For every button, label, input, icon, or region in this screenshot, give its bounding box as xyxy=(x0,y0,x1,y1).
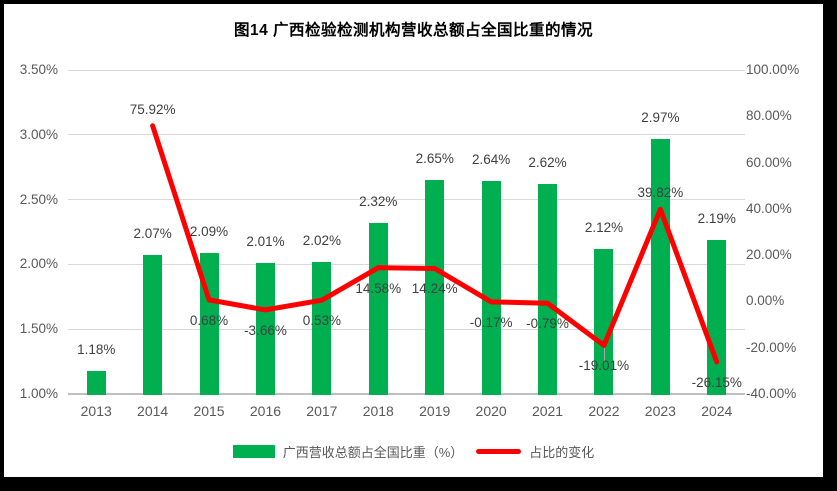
right-axis-tick: -20.00% xyxy=(746,339,797,355)
gridline xyxy=(68,199,745,201)
bar xyxy=(425,180,445,395)
line-point-label: -26.15% xyxy=(691,374,742,390)
line-point-label: -0.17% xyxy=(469,314,513,330)
bar-value-label: 1.18% xyxy=(77,341,116,357)
right-axis-tick: 40.00% xyxy=(746,200,792,216)
right-axis-tick: 0.00% xyxy=(746,293,785,309)
gridline xyxy=(68,69,745,71)
right-axis-tick: 100.00% xyxy=(746,62,800,77)
x-axis-tick: 2023 xyxy=(644,403,676,419)
bar xyxy=(481,181,501,395)
bar-value-label: 2.02% xyxy=(302,232,342,248)
bar xyxy=(255,263,275,395)
bar-value-label: 2.65% xyxy=(415,151,454,167)
line-point-label: 0.53% xyxy=(302,313,342,329)
line-point-label: -19.01% xyxy=(578,358,630,374)
line-point-label: 39.82% xyxy=(637,185,684,201)
right-axis-tick: 80.00% xyxy=(746,108,792,124)
bar-value-label: 2.62% xyxy=(528,155,567,171)
x-axis-tick: 2020 xyxy=(475,403,507,419)
x-axis-tick: 2019 xyxy=(419,403,451,419)
x-axis-tick: 2015 xyxy=(193,403,225,419)
left-axis-tick: 3.50% xyxy=(19,62,58,77)
line-series-swatch-icon xyxy=(476,449,522,454)
axis-baseline xyxy=(68,393,745,395)
bar-value-label: 2.12% xyxy=(584,219,624,235)
bar xyxy=(143,255,163,395)
label-leader-line xyxy=(603,348,606,362)
bar-value-label: 2.01% xyxy=(246,234,285,250)
bar xyxy=(86,370,106,395)
line-point-label: 75.92% xyxy=(129,101,176,117)
legend-item-line-series: 占比的变化 xyxy=(476,442,594,461)
bar-value-label: 2.19% xyxy=(697,210,736,226)
bar xyxy=(538,184,558,395)
legend-label-bar-series: 广西营收总额占全国比重（%） xyxy=(282,445,464,460)
left-axis-tick: 2.00% xyxy=(19,256,58,272)
x-axis-tick: 2018 xyxy=(362,403,394,419)
left-axis-tick: 1.00% xyxy=(19,386,58,401)
chart-panel: 图14 广西检验检测机构营收总额占全国比重的情况 1.18% 2.07% 2.09%… xyxy=(4,4,823,477)
bar-value-label: 2.09% xyxy=(189,223,229,239)
left-axis-tick: 3.00% xyxy=(19,126,58,142)
gridline xyxy=(68,134,745,136)
x-axis-tick: 2013 xyxy=(80,403,112,419)
bar-series-swatch-icon xyxy=(232,445,275,458)
gridline xyxy=(68,263,745,265)
x-axis-tick: 2017 xyxy=(306,403,338,419)
x-axis-tick: 2021 xyxy=(531,403,564,419)
line-point-label: -3.66% xyxy=(244,322,287,338)
line-point-label: -0.79% xyxy=(526,316,569,332)
bar-value-label: 2.07% xyxy=(133,226,172,242)
x-axis-tick: 2024 xyxy=(701,403,733,419)
gridline xyxy=(68,328,745,330)
bar xyxy=(594,248,614,395)
line-point-label: 14.58% xyxy=(355,280,402,296)
chart-title: 图14 广西检验检测机构营收总额占全国比重的情况 xyxy=(233,22,594,39)
x-axis-tick: 2022 xyxy=(588,403,620,419)
bar xyxy=(650,138,670,395)
line-series-layer xyxy=(150,123,720,365)
right-axis-tick: 60.00% xyxy=(746,154,792,170)
line-point-label: 14.24% xyxy=(411,281,458,297)
right-axis-tick: 20.00% xyxy=(746,247,792,263)
right-axis-tick: -40.00% xyxy=(746,386,797,401)
line-point-label: 0.68% xyxy=(189,312,229,328)
line-series-path xyxy=(150,123,720,365)
left-axis-tick: 1.50% xyxy=(19,321,58,337)
bar-value-label: 2.97% xyxy=(641,109,680,125)
x-axis-tick: 2016 xyxy=(249,403,282,419)
legend: 广西营收总额占全国比重（%） 占比的变化 xyxy=(4,442,823,461)
bar-value-label: 2.32% xyxy=(359,193,398,209)
left-axis-tick: 2.50% xyxy=(19,191,58,207)
x-axis-tick: 2014 xyxy=(137,403,169,419)
legend-item-bar-series: 广西营收总额占全国比重（%） xyxy=(232,442,464,461)
legend-label-line-series: 占比的变化 xyxy=(529,445,595,460)
bar-value-label: 2.64% xyxy=(471,152,511,168)
